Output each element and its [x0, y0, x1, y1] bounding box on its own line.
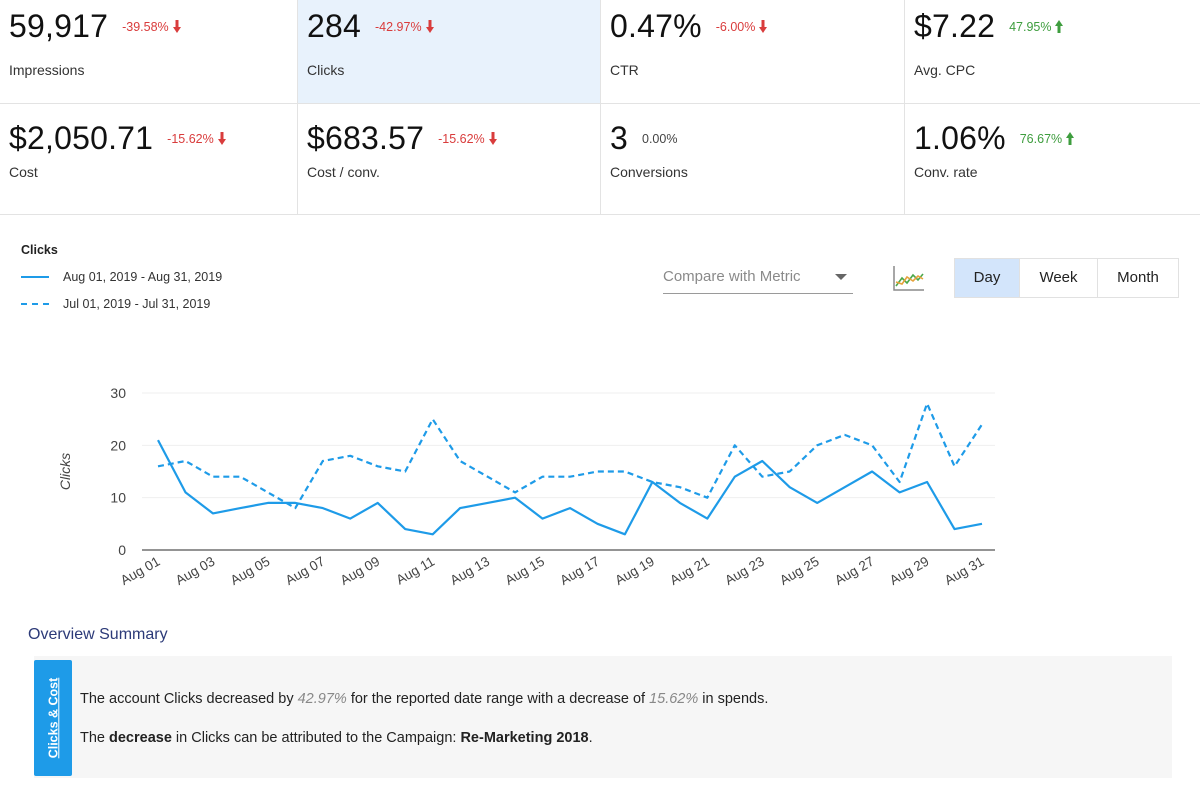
kpi-change: -6.00% [716, 18, 768, 34]
legend-label: Aug 01, 2019 - Aug 31, 2019 [63, 270, 223, 284]
period-toggle: Day Week Month [954, 258, 1179, 298]
x-tick-label: Aug 17 [557, 554, 602, 588]
kpi-cost[interactable]: $2,050.71 -15.62% Cost [0, 104, 298, 214]
kpi-avg-cpc[interactable]: $7.22 47.95% Avg. CPC [905, 0, 1200, 104]
summary-tab-clicks-cost[interactable]: Clicks & Cost [34, 660, 72, 776]
kpi-change: 76.67% [1020, 130, 1075, 146]
x-tick-label: Aug 07 [283, 554, 328, 588]
kpi-change: -39.58% [122, 18, 181, 34]
x-tick-label: Aug 23 [722, 554, 767, 588]
summary-line-1: The account Clicks decreased by 42.97% f… [80, 691, 769, 707]
kpi-value: $2,050.71 [9, 120, 154, 156]
kpi-change: -15.62% [167, 130, 226, 146]
y-axis-label: Clicks [57, 453, 73, 490]
x-tick-label: Aug 09 [338, 554, 383, 588]
summary-tab-label: Clicks & Cost [46, 677, 60, 759]
arrow-down-icon [425, 20, 434, 33]
kpi-change: -42.97% [375, 18, 434, 34]
kpi-value: $683.57 [307, 120, 425, 156]
summary-title: Overview Summary [28, 626, 168, 643]
line-chart-icon[interactable] [890, 262, 926, 294]
kpi-value: 1.06% [914, 120, 1006, 156]
kpi-label: Clicks [307, 62, 345, 78]
campaign-name: Re-Marketing 2018 [460, 730, 589, 746]
kpi-value: 0.47% [610, 8, 702, 44]
y-tick-label: 0 [118, 542, 126, 558]
clicks-line-chart: 0 10 20 30 Clicks Aug 01 Aug 03 Aug 05 Aug 07 Aug… [57, 385, 995, 588]
legend-swatch-solid [21, 276, 49, 278]
compare-metric-dropdown[interactable]: Compare with Metric [663, 262, 853, 294]
x-tick-label: Aug 31 [942, 554, 987, 588]
x-tick-label: Aug 05 [228, 554, 273, 588]
arrow-down-icon [759, 20, 768, 33]
arrow-down-icon [488, 132, 497, 145]
summary-pct: 42.97% [297, 691, 347, 707]
kpi-conversions[interactable]: 3 0.00% Conversions [601, 104, 905, 214]
x-tick-label: Aug 21 [667, 554, 712, 588]
x-tick-label: Aug 19 [612, 554, 657, 588]
kpi-impressions[interactable]: 59,917 -39.58% Impressions [0, 0, 298, 104]
legend-swatch-dashed [21, 303, 49, 305]
kpi-value: $7.22 [914, 8, 996, 44]
kpi-conv-rate[interactable]: 1.06% 76.67% Conv. rate [905, 104, 1200, 214]
kpi-value: 59,917 [9, 8, 109, 44]
period-day-button[interactable]: Day [955, 259, 1020, 297]
legend-title: Clicks [21, 243, 58, 257]
x-tick-label: Aug 25 [777, 554, 822, 588]
compare-placeholder: Compare with Metric [663, 268, 801, 285]
x-tick-label: Aug 15 [502, 554, 547, 588]
kpi-label: CTR [610, 62, 639, 78]
summary-line-2: The decrease in Clicks can be attributed… [80, 730, 593, 746]
kpi-value: 3 [610, 120, 628, 156]
arrow-up-icon [1055, 20, 1064, 33]
period-month-button[interactable]: Month [1117, 269, 1159, 286]
legend-label: Jul 01, 2019 - Jul 31, 2019 [63, 297, 211, 311]
series-line-previous [157, 402, 983, 510]
kpi-grid: 59,917 -39.58% Impressions 284 -42.97% Cli… [0, 0, 1200, 215]
x-tick-label: Aug 03 [173, 554, 218, 588]
kpi-change: 0.00% [642, 132, 678, 146]
kpi-change: -15.62% [438, 130, 497, 146]
x-tick-label: Aug 01 [118, 554, 163, 588]
kpi-change: 47.95% [1009, 18, 1064, 34]
arrow-down-icon [217, 132, 226, 145]
chevron-down-icon [835, 274, 847, 280]
x-tick-label: Aug 27 [832, 554, 877, 588]
kpi-ctr[interactable]: 0.47% -6.00% CTR [601, 0, 905, 104]
kpi-label: Impressions [9, 62, 85, 78]
x-tick-label: Aug 13 [448, 554, 493, 588]
arrow-down-icon [172, 20, 181, 33]
y-tick-label: 20 [110, 437, 126, 453]
x-tick-label: Aug 29 [887, 554, 932, 588]
legend-item-current[interactable]: Aug 01, 2019 - Aug 31, 2019 [21, 270, 222, 284]
series-line-current [157, 439, 983, 536]
kpi-value: 284 [307, 8, 361, 44]
y-tick-label: 30 [110, 385, 126, 401]
kpi-label: Cost [9, 164, 38, 180]
kpi-label: Conversions [610, 164, 688, 180]
legend-item-previous[interactable]: Jul 01, 2019 - Jul 31, 2019 [21, 297, 210, 311]
kpi-label: Conv. rate [914, 164, 978, 180]
y-tick-label: 10 [110, 490, 126, 506]
summary-pct: 15.62% [649, 691, 699, 707]
summary-box: Clicks & Cost The account Clicks decreas… [34, 656, 1172, 778]
period-week-button[interactable]: Week [1020, 259, 1098, 297]
arrow-up-icon [1066, 132, 1075, 145]
kpi-cost-per-conv[interactable]: $683.57 -15.62% Cost / conv. [298, 104, 601, 214]
x-tick-label: Aug 11 [393, 554, 437, 588]
kpi-clicks[interactable]: 284 -42.97% Clicks [298, 0, 601, 104]
kpi-label: Cost / conv. [307, 164, 380, 180]
kpi-label: Avg. CPC [914, 62, 976, 78]
